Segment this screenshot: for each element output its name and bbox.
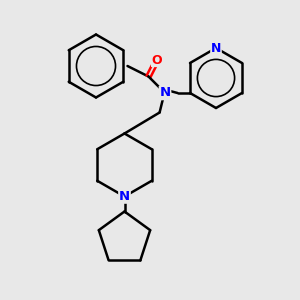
Text: N: N [211,41,221,55]
Text: N: N [119,190,130,203]
Text: N: N [159,86,171,100]
Text: O: O [152,53,162,67]
